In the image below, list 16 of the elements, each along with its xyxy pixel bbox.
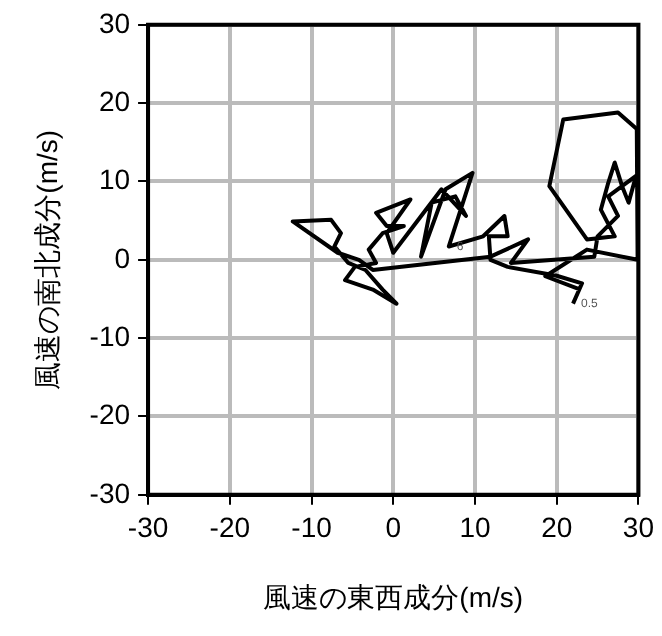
x-tick-label: 30 <box>622 511 655 544</box>
y-tick-label: -10 <box>89 319 131 352</box>
y-tick-label: 0 <box>114 241 131 274</box>
x-tick-label: -20 <box>209 511 251 544</box>
x-tick-label: -30 <box>127 511 169 544</box>
y-axis-title: 風速の南北成分(m/s) <box>30 129 63 390</box>
x-tick-label: 20 <box>541 511 573 544</box>
y-tick-label: 20 <box>98 84 131 117</box>
x-axis-title: 風速の東西成分(m/s) <box>263 580 524 613</box>
y-tick-label: -30 <box>89 476 131 509</box>
x-tick-label: 10 <box>459 511 491 544</box>
x-tick-label: -10 <box>291 511 333 544</box>
y-tick-label: -20 <box>89 398 131 431</box>
y-tick-label: 30 <box>98 6 131 39</box>
x-tick-label: 0 <box>385 511 402 544</box>
y-tick-label: 10 <box>98 163 131 196</box>
